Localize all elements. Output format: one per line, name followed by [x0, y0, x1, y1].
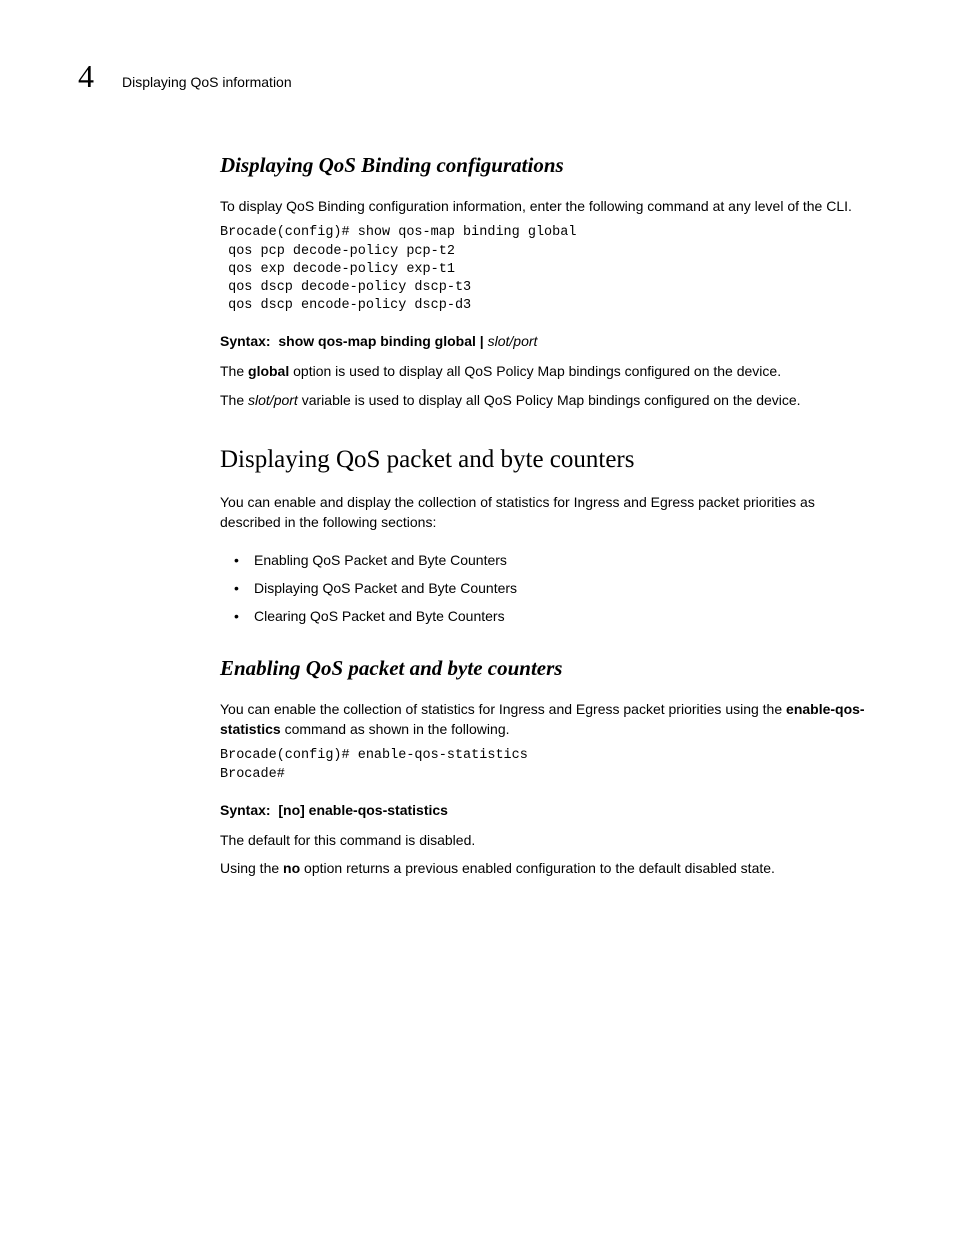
text-global: global: [248, 363, 289, 379]
syntax-binding: Syntax: show qos-map binding global | sl…: [220, 333, 876, 349]
para-counters-intro: You can enable and display the collectio…: [220, 492, 876, 533]
syntax-command: [no] enable-qos-statistics: [278, 802, 448, 818]
code-binding: Brocade(config)# show qos-map binding gl…: [220, 224, 876, 315]
heading-binding-config: Displaying QoS Binding configurations: [220, 153, 876, 178]
text-fragment: You can enable the collection of statist…: [220, 701, 786, 717]
syntax-slotport: slot/port: [488, 333, 538, 349]
text-fragment: command as shown in the following.: [281, 721, 510, 737]
text-fragment: Using the: [220, 860, 283, 876]
syntax-command: show qos-map binding global |: [278, 333, 483, 349]
running-head: Displaying QoS information: [122, 74, 292, 90]
syntax-label: Syntax:: [220, 802, 271, 818]
text-fragment: option is used to display all QoS Policy…: [289, 363, 781, 379]
heading-packet-byte-counters: Displaying QoS packet and byte counters: [220, 446, 876, 474]
list-item: Enabling QoS Packet and Byte Counters: [220, 549, 876, 571]
text-no: no: [283, 860, 300, 876]
para-slotport-var: The slot/port variable is used to displa…: [220, 390, 876, 410]
para-enable-intro: You can enable the collection of statist…: [220, 699, 876, 740]
text-slotport: slot/port: [248, 392, 298, 408]
code-enable: Brocade(config)# enable-qos-statistics B…: [220, 747, 876, 783]
text-fragment: option returns a previous enabled config…: [300, 860, 775, 876]
syntax-enable: Syntax: [no] enable-qos-statistics: [220, 802, 876, 818]
heading-enabling-counters: Enabling QoS packet and byte counters: [220, 656, 876, 681]
syntax-label: Syntax:: [220, 333, 271, 349]
text-fragment: The: [220, 363, 248, 379]
page: 4 Displaying QoS information Displaying …: [0, 0, 954, 946]
bullet-list: Enabling QoS Packet and Byte Counters Di…: [220, 549, 876, 628]
spacer: [220, 541, 876, 549]
content-area: Displaying QoS Binding configurations To…: [220, 153, 876, 878]
para-binding-intro: To display QoS Binding configuration inf…: [220, 196, 876, 216]
list-item: Displaying QoS Packet and Byte Counters: [220, 577, 876, 599]
para-no-option: Using the no option returns a previous e…: [220, 858, 876, 878]
para-global-option: The global option is used to display all…: [220, 361, 876, 381]
text-fragment: variable is used to display all QoS Poli…: [298, 392, 801, 408]
page-header: 4 Displaying QoS information: [78, 58, 876, 95]
para-default-disabled: The default for this command is disabled…: [220, 830, 876, 850]
chapter-number: 4: [78, 58, 94, 95]
list-item: Clearing QoS Packet and Byte Counters: [220, 605, 876, 627]
text-fragment: The: [220, 392, 248, 408]
